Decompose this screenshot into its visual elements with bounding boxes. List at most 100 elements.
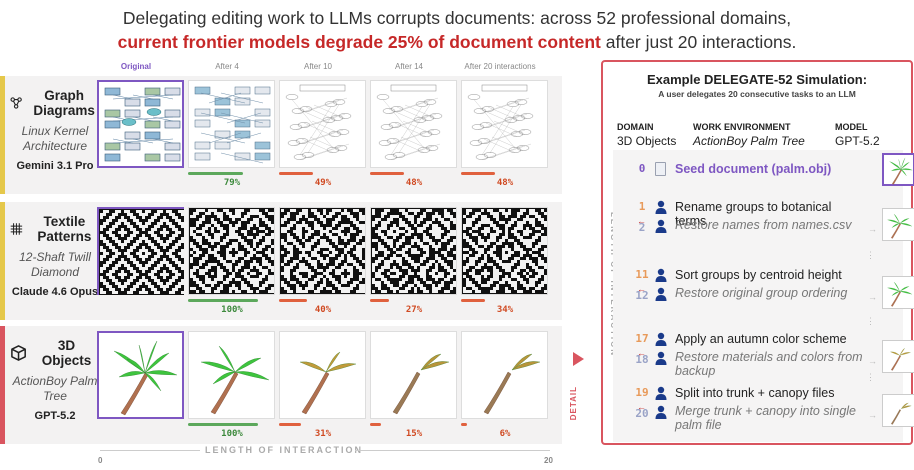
row-name: Graph Diagrams <box>10 88 100 118</box>
palm-thumbnail-image <box>890 348 911 371</box>
ellipsis-icon: ⋮ <box>866 250 875 260</box>
cube-icon <box>11 345 26 361</box>
headline-line2: current frontier models degrade 25% of d… <box>0 30 914 54</box>
revert-arrow-icon: ← <box>637 284 646 294</box>
headline-line1: Delegating editing work to LLMs corrupts… <box>122 8 792 28</box>
seed-step: 0 Seed document (palm.obj) <box>635 153 914 192</box>
row-name-text: 3D Objects <box>41 338 92 368</box>
result-arrow-icon: → <box>868 224 877 234</box>
step-task: Sort groups by centroid height <box>675 268 842 282</box>
palm-thumbnail <box>882 276 914 309</box>
result-arrow-icon: → <box>868 410 877 420</box>
score-label: 49% <box>314 178 332 188</box>
meta-model: MODEL GPT-5.2 <box>835 120 880 148</box>
simulation-panel: Example DELEGATE-52 Simulation: A user d… <box>601 60 914 445</box>
axis-label: LENGTH OF INTERACTION <box>205 445 363 455</box>
step-task: Apply an autumn color scheme <box>675 332 847 346</box>
thumbnail-image <box>99 209 184 295</box>
step-number: 11 <box>635 268 649 281</box>
step-restore: Restore materials and colors from backup <box>675 350 863 378</box>
panel-subtitle: A user delegates 20 consecutive tasks to… <box>658 89 856 99</box>
panel-title: Example DELEGATE-52 Simulation: <box>646 72 868 87</box>
revert-arrow-icon: ← <box>637 348 646 358</box>
row-subject: ActionBoy Palm Tree <box>12 374 98 403</box>
thumbnail-image <box>371 208 456 294</box>
textile-icon <box>10 223 23 235</box>
thumbnail-image <box>200 345 270 415</box>
row-model: GPT-5.2 <box>34 410 76 422</box>
step-pair: 19 Split into trunk + canopy files ← 20 Merg… <box>635 386 914 436</box>
score-label: 79% <box>223 178 241 188</box>
degraded-thumbnail <box>461 207 548 295</box>
step-number: 1 <box>638 200 646 213</box>
step-pair: 17 Apply an autumn color scheme ← 18 Restore… <box>635 332 914 382</box>
degraded-thumbnail <box>370 80 457 168</box>
axis-line-right <box>355 450 550 451</box>
step-number: 20 <box>635 407 649 420</box>
step-number: 18 <box>635 353 649 366</box>
thumbnail-image <box>462 208 547 294</box>
degraded-thumbnail <box>188 207 275 295</box>
axis-end: 20 <box>544 456 553 465</box>
person-icon <box>655 386 667 400</box>
column-header-after14: After 14 <box>394 62 423 71</box>
score-bar <box>279 423 301 426</box>
person-icon <box>655 351 667 365</box>
score-bar <box>279 172 314 175</box>
row-label: Graph Diagrams Linux Kernel Architecture… <box>10 76 100 194</box>
row-model: Claude 4.6 Opus <box>11 286 99 298</box>
meta-env-value: ActionBoy Palm Tree <box>693 134 805 148</box>
original-thumbnail <box>97 331 184 419</box>
row-label: Textile Patterns 12-Shaft Twill Diamond … <box>10 202 100 320</box>
degraded-thumbnail <box>279 331 366 419</box>
row-name: Textile Patterns <box>10 214 100 244</box>
score-label: 48% <box>496 178 514 188</box>
document-icon <box>655 162 666 176</box>
step-number: 19 <box>635 386 649 399</box>
steps-list: 0 Seed document (palm.obj) 1 Rename groups … <box>613 150 914 442</box>
column-header-original: Original <box>120 62 152 71</box>
meta-env: WORK ENVIRONMENT ActionBoy Palm Tree <box>693 120 805 148</box>
palm-thumbnail-image <box>887 282 913 307</box>
degraded-thumbnail <box>461 80 548 168</box>
ellipsis-icon: ⋮ <box>866 316 875 326</box>
meta-domain: DOMAIN 3D Objects <box>617 120 676 148</box>
row-label: 3D Objects ActionBoy Palm Tree GPT-5.2 <box>10 326 100 444</box>
degraded-thumbnail <box>279 80 366 168</box>
person-icon <box>655 219 667 233</box>
seed-text: Seed document (palm.obj) <box>675 162 832 176</box>
headline-highlight: current frontier models degrade 25% of d… <box>117 32 601 52</box>
meta-env-key: WORK ENVIRONMENT <box>693 122 791 132</box>
score-label: 100% <box>221 305 243 315</box>
meta-domain-key: DOMAIN <box>617 122 654 132</box>
score-bar <box>461 423 467 426</box>
degraded-thumbnail <box>188 331 275 419</box>
score-label: 34% <box>496 305 514 315</box>
palm-thumbnail-image <box>891 402 912 425</box>
row-name-text: Textile Patterns <box>37 214 92 244</box>
graph-icon <box>10 97 22 109</box>
step-restore: Restore names from names.csv <box>675 218 852 232</box>
score-label: 15% <box>405 429 423 439</box>
degraded-thumbnail <box>461 331 548 419</box>
revert-arrow-icon: ← <box>637 402 646 412</box>
column-header-after20: After 20 interactions <box>464 62 536 71</box>
step-restore: Restore original group ordering <box>675 286 848 300</box>
column-header-after4: After 4 <box>215 62 239 71</box>
person-icon <box>655 332 667 346</box>
degraded-thumbnail <box>188 80 275 168</box>
degraded-thumbnail <box>370 331 457 419</box>
meta-domain-value: 3D Objects <box>617 134 677 148</box>
palm-thumbnail <box>882 340 914 373</box>
score-bar <box>461 172 495 175</box>
thumbnail-image <box>483 353 541 415</box>
thumbnail-image <box>280 208 365 294</box>
row-subject: Linux Kernel Architecture <box>21 124 89 153</box>
row-name-text: Graph Diagrams <box>33 88 95 118</box>
thumbnail-image <box>285 84 352 160</box>
column-header-after10: After 10 <box>303 62 332 71</box>
score-bar <box>279 299 307 302</box>
row-model: Gemini 3.1 Pro <box>16 160 94 172</box>
score-label: 31% <box>314 429 332 439</box>
step-pair: 11 Sort groups by centroid height ← 12 Resto… <box>635 268 914 318</box>
